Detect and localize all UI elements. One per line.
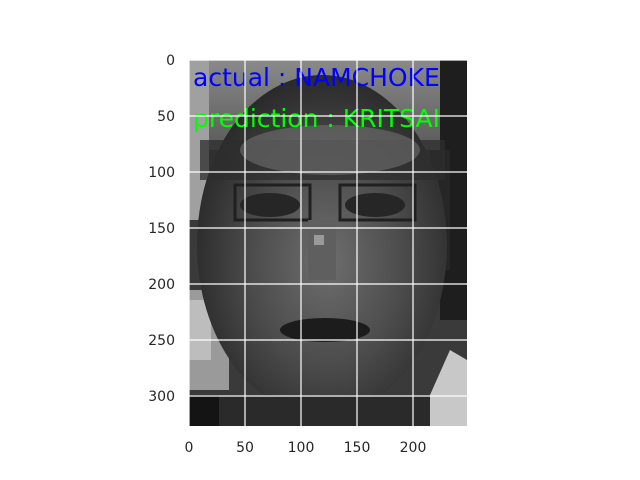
x-axis: 0 50 100 150 200 <box>185 440 427 456</box>
y-tick-label: 150 <box>148 221 175 237</box>
grid <box>188 59 467 426</box>
x-tick-label: 150 <box>344 440 371 456</box>
y-tick-label: 250 <box>148 333 175 349</box>
y-tick-label: 100 <box>148 165 175 181</box>
x-tick-label: 0 <box>185 440 194 456</box>
x-tick-label: 100 <box>288 440 315 456</box>
x-tick-label: 200 <box>400 440 427 456</box>
y-tick-label: 200 <box>148 277 175 293</box>
actual-label: actual : NAMCHOKE <box>193 63 440 92</box>
prediction-label: prediction : KRITSAI <box>193 104 440 133</box>
y-tick-label: 50 <box>157 109 175 125</box>
y-axis: 0 50 100 150 200 250 300 <box>148 53 175 405</box>
x-tick-label: 50 <box>236 440 254 456</box>
face-image <box>189 60 467 426</box>
y-tick-label: 0 <box>166 53 175 69</box>
y-tick-label: 300 <box>148 389 175 405</box>
